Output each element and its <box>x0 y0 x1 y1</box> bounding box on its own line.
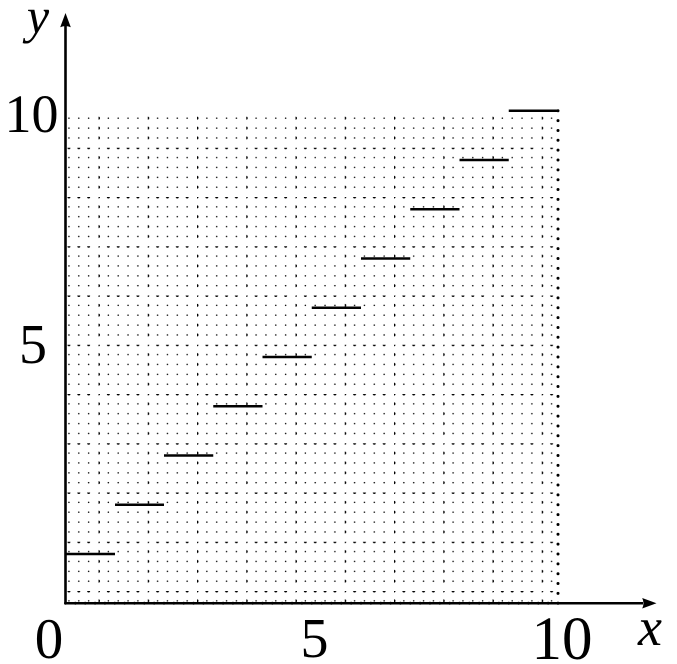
svg-text:x: x <box>637 597 662 657</box>
svg-text:5: 5 <box>301 608 329 664</box>
svg-text:0: 0 <box>35 608 64 664</box>
svg-text:5: 5 <box>19 314 47 376</box>
svg-text:10: 10 <box>532 606 593 664</box>
svg-text:y: y <box>22 0 50 44</box>
svg-text:10: 10 <box>5 84 59 144</box>
